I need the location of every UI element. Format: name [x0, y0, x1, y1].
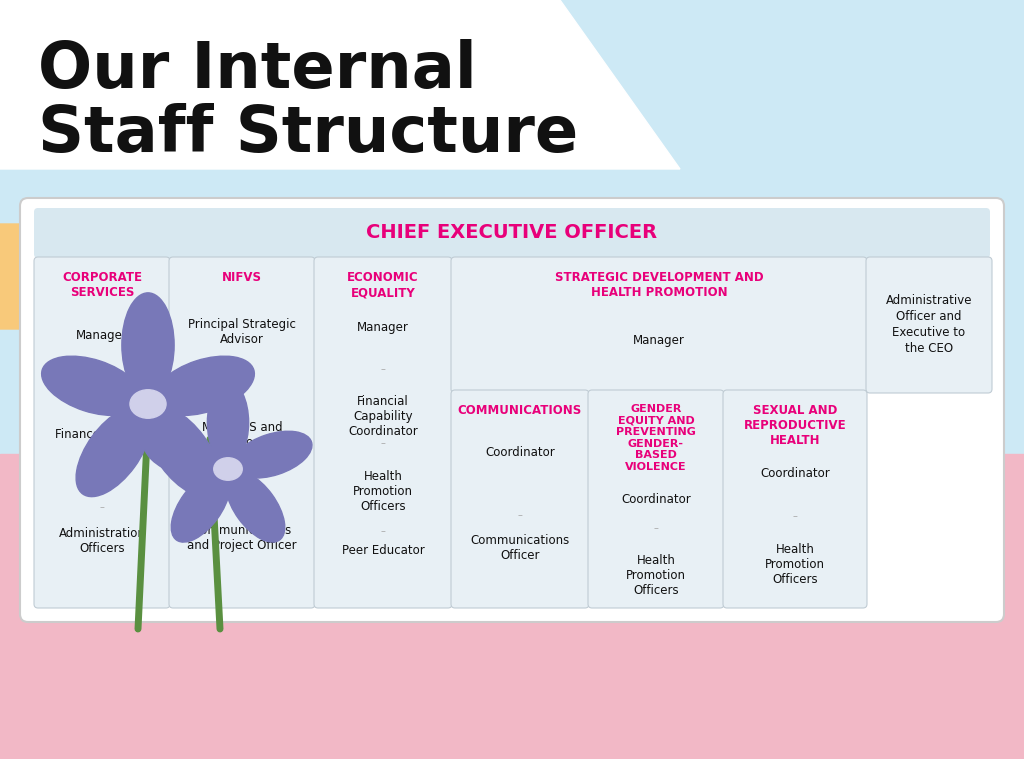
- Ellipse shape: [171, 471, 230, 542]
- Text: –: –: [381, 439, 385, 449]
- Text: –: –: [381, 364, 385, 374]
- Text: COMMUNICATIONS: COMMUNICATIONS: [458, 404, 582, 417]
- Ellipse shape: [130, 390, 166, 418]
- Ellipse shape: [145, 407, 220, 496]
- Text: –: –: [793, 512, 798, 521]
- FancyBboxPatch shape: [451, 257, 867, 393]
- Text: –: –: [381, 526, 385, 536]
- FancyBboxPatch shape: [451, 390, 589, 608]
- Polygon shape: [0, 224, 520, 329]
- FancyBboxPatch shape: [314, 257, 452, 608]
- Ellipse shape: [42, 356, 142, 415]
- Text: Our Internal
Staff Structure: Our Internal Staff Structure: [38, 39, 579, 165]
- Text: Financial
Capability
Coordinator: Financial Capability Coordinator: [348, 395, 418, 439]
- Ellipse shape: [208, 381, 249, 464]
- Ellipse shape: [154, 356, 254, 415]
- FancyBboxPatch shape: [34, 208, 990, 258]
- Text: Finance Officers: Finance Officers: [55, 427, 150, 440]
- Ellipse shape: [144, 431, 223, 478]
- Text: Coordinator: Coordinator: [485, 446, 555, 459]
- Text: ECONOMIC
EQUALITY: ECONOMIC EQUALITY: [347, 271, 419, 299]
- Text: Communications
Officer: Communications Officer: [470, 534, 569, 562]
- Text: SEXUAL AND
REPRODUCTIVE
HEALTH: SEXUAL AND REPRODUCTIVE HEALTH: [743, 404, 846, 447]
- Text: –: –: [240, 383, 245, 393]
- Text: Manager: Manager: [633, 334, 685, 347]
- Text: Coordinator: Coordinator: [760, 467, 829, 480]
- Text: –: –: [99, 502, 104, 512]
- FancyBboxPatch shape: [20, 198, 1004, 622]
- Text: NIFVS: NIFVS: [222, 271, 262, 284]
- Text: Health
Promotion
Officers: Health Promotion Officers: [626, 554, 686, 597]
- FancyBboxPatch shape: [866, 257, 992, 393]
- Ellipse shape: [214, 458, 243, 480]
- FancyBboxPatch shape: [588, 390, 724, 608]
- Text: STRATEGIC DEVELOPMENT AND
HEALTH PROMOTION: STRATEGIC DEVELOPMENT AND HEALTH PROMOTI…: [555, 271, 763, 299]
- Text: Administrative
Officer and
Executive to
the CEO: Administrative Officer and Executive to …: [886, 294, 972, 355]
- Ellipse shape: [226, 471, 285, 542]
- Text: –: –: [653, 523, 658, 533]
- Text: Manager: Manager: [76, 329, 128, 342]
- FancyBboxPatch shape: [34, 257, 170, 608]
- Text: Administration
Officers: Administration Officers: [58, 527, 145, 555]
- FancyBboxPatch shape: [169, 257, 315, 608]
- Ellipse shape: [232, 431, 312, 478]
- Text: CHIEF EXECUTIVE OFFICER: CHIEF EXECUTIVE OFFICER: [367, 223, 657, 242]
- Text: Health
Promotion
Officers: Health Promotion Officers: [765, 543, 825, 586]
- Text: Health
Promotion
Officers: Health Promotion Officers: [353, 470, 413, 512]
- Bar: [0, 454, 1024, 759]
- Text: Communications
and Project Officer: Communications and Project Officer: [187, 524, 297, 552]
- Text: –: –: [517, 509, 522, 520]
- Ellipse shape: [76, 407, 151, 496]
- Text: –: –: [240, 499, 245, 509]
- Ellipse shape: [122, 293, 174, 398]
- Text: MARAMIS and
Workforce
Development
Coordinator: MARAMIS and Workforce Development Coordi…: [202, 420, 283, 479]
- Text: –: –: [99, 409, 104, 419]
- Text: Manager: Manager: [357, 321, 409, 334]
- Text: CORPORATE
SERVICES: CORPORATE SERVICES: [62, 271, 142, 299]
- Text: Coordinator: Coordinator: [622, 493, 691, 506]
- Polygon shape: [0, 0, 680, 169]
- Text: Principal Strategic
Advisor: Principal Strategic Advisor: [188, 318, 296, 346]
- Text: GENDER
EQUITY AND
PREVENTING
GENDER-
BASED
VIOLENCE: GENDER EQUITY AND PREVENTING GENDER- BAS…: [616, 404, 696, 472]
- FancyBboxPatch shape: [723, 390, 867, 608]
- Text: Peer Educator: Peer Educator: [342, 544, 424, 557]
